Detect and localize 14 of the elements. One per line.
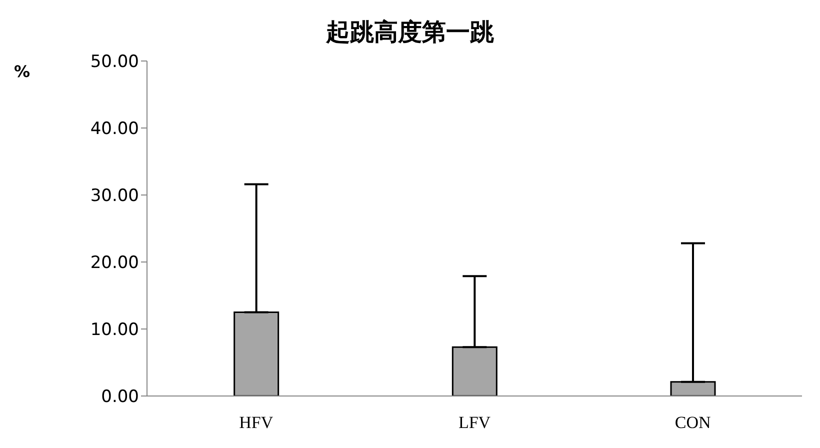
- y-tick-label: 20.00: [90, 253, 139, 274]
- y-tick-label: 50.00: [90, 52, 139, 72]
- bar: [670, 381, 716, 396]
- y-tick-label: 10.00: [90, 320, 139, 340]
- x-tick-label: CON: [674, 413, 711, 432]
- y-tick-label: 40.00: [90, 119, 139, 140]
- bar: [234, 312, 280, 396]
- x-tick-label: LFV: [458, 413, 492, 432]
- y-axis-title: %: [14, 62, 30, 81]
- y-tick-label: 30.00: [90, 186, 139, 206]
- chart-title: 起跳高度第一跳: [324, 16, 495, 48]
- bar: [452, 346, 498, 396]
- y-tick-label: 0.00: [101, 387, 139, 408]
- x-tick-label: HFV: [239, 413, 274, 432]
